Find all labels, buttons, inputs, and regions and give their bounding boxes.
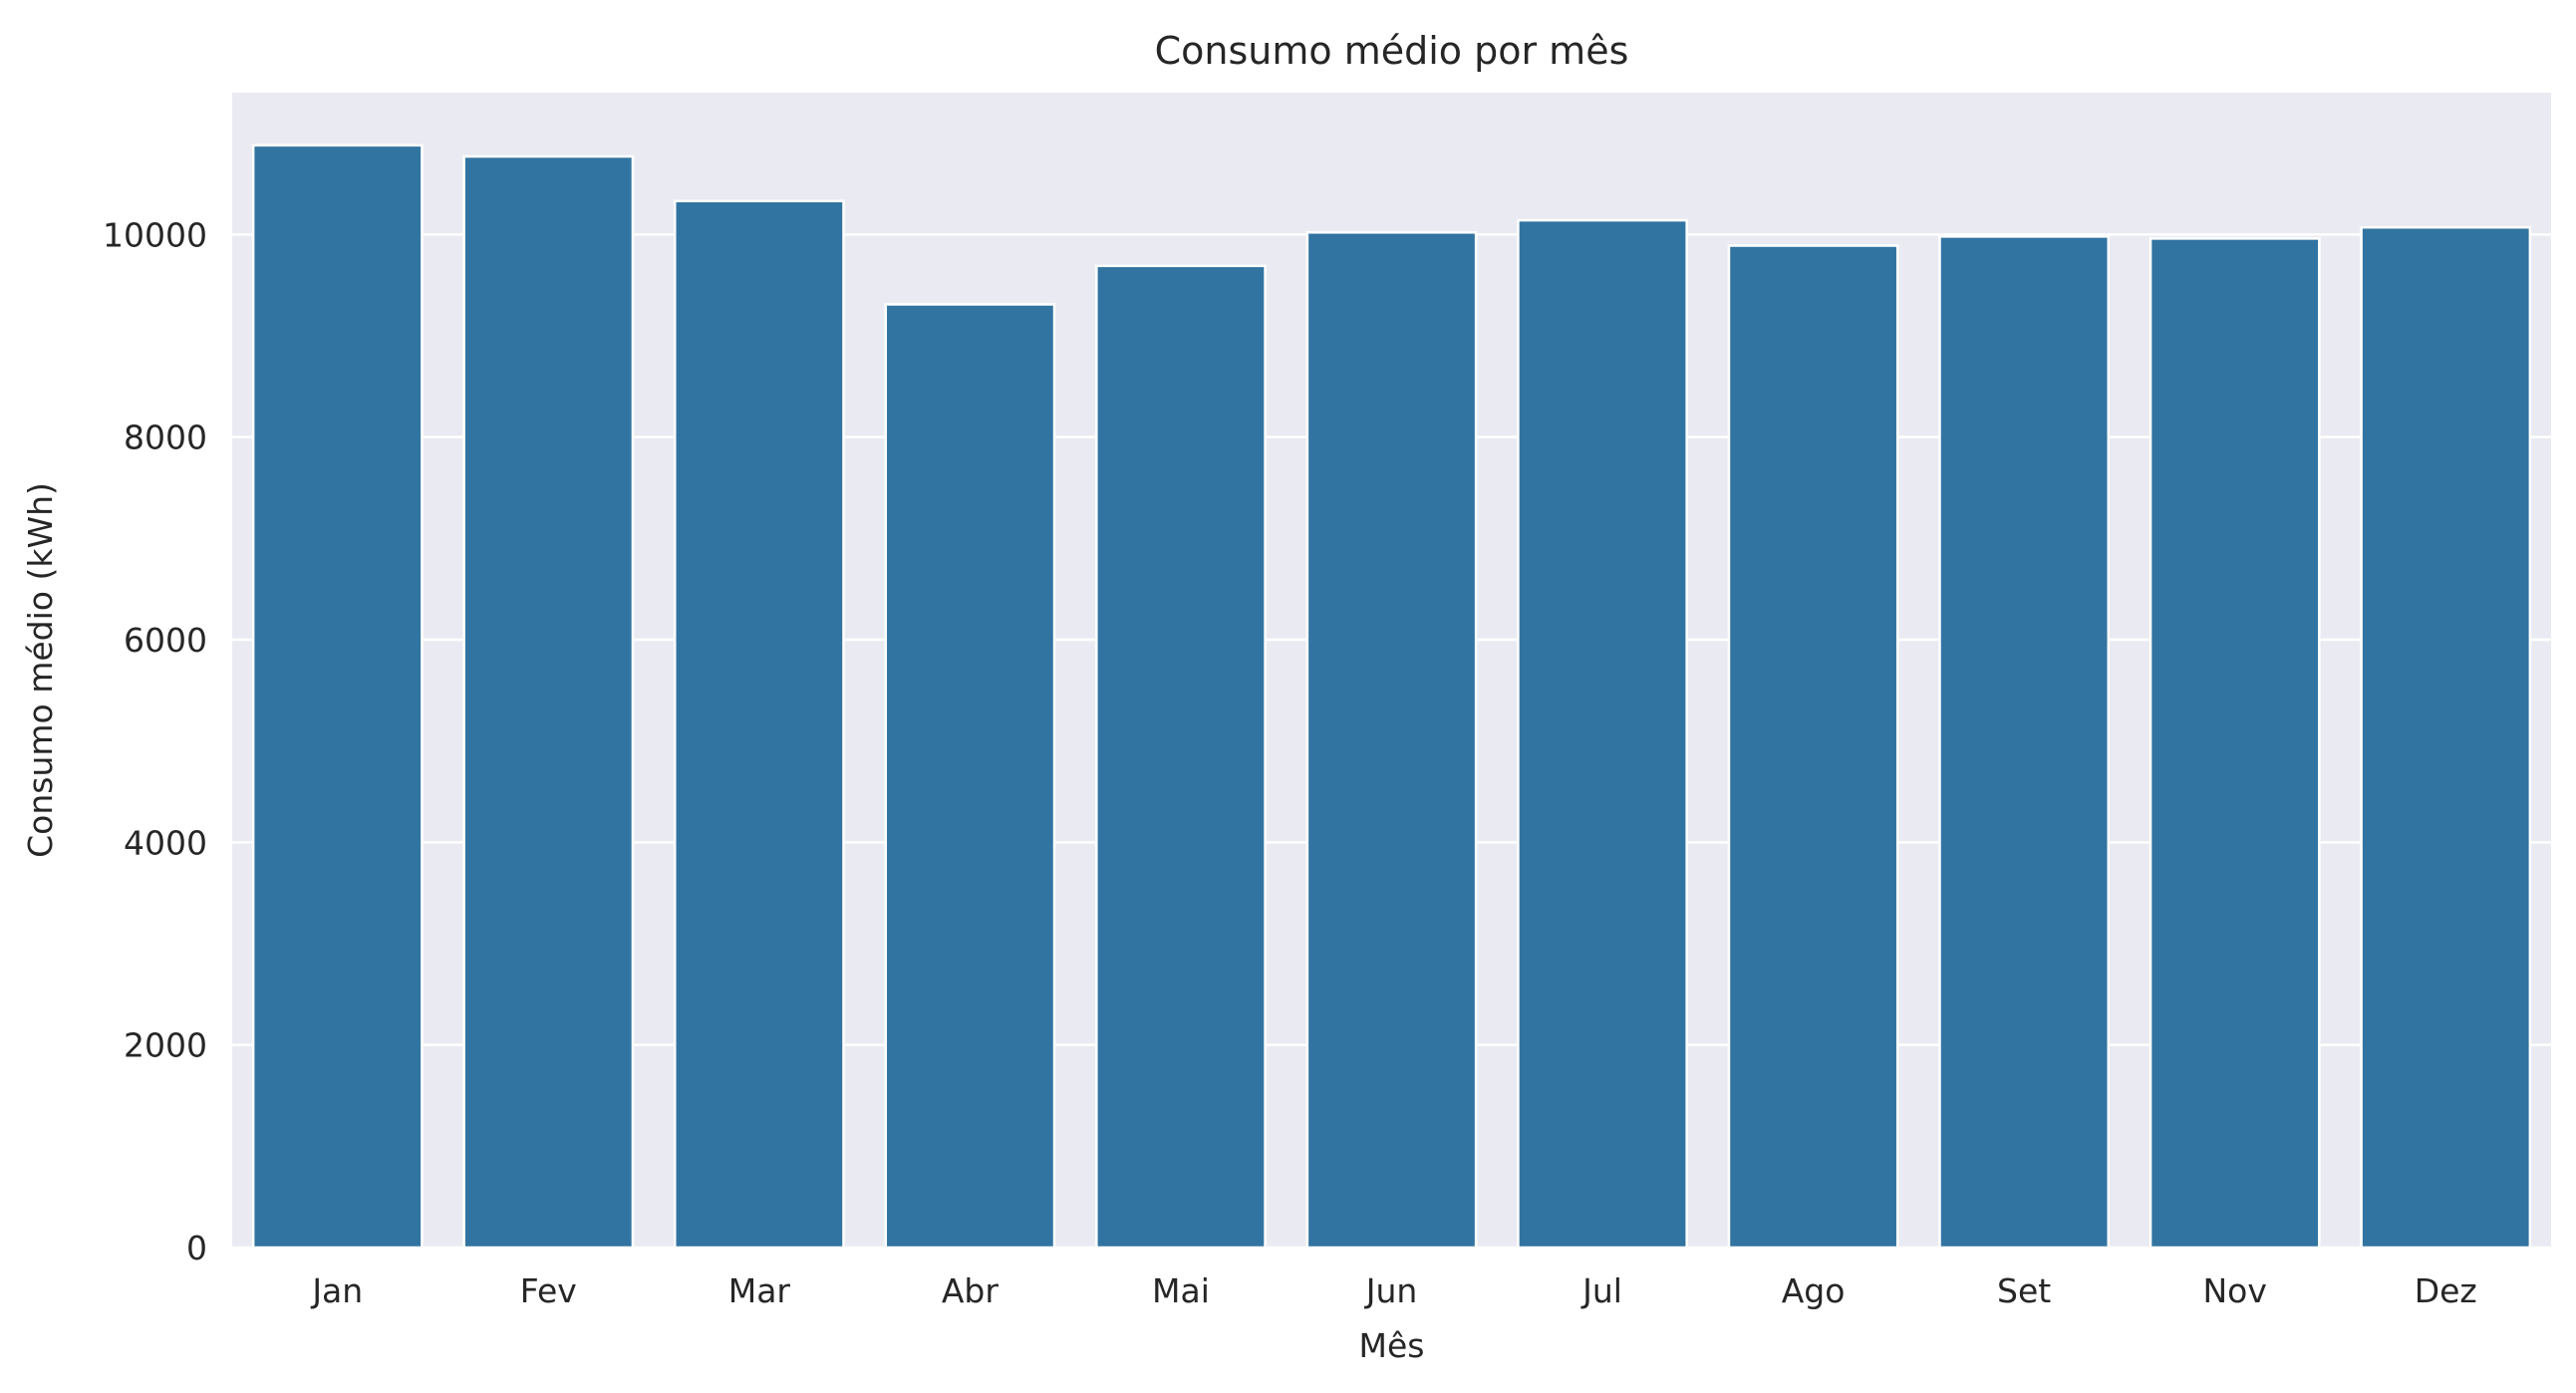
chart-title: Consumo médio por mês — [1155, 29, 1629, 73]
y-tick-label: 2000 — [124, 1026, 207, 1065]
x-tick-label: Ago — [1782, 1271, 1846, 1310]
bar-abr — [884, 303, 1056, 1250]
y-tick-label: 4000 — [124, 823, 207, 862]
x-tick-label: Jun — [1364, 1271, 1418, 1310]
bar-ago — [1727, 244, 1899, 1250]
x-tick-label: Abr — [942, 1271, 1000, 1310]
bar-mai — [1095, 264, 1267, 1250]
x-axis-label: Mês — [1359, 1326, 1425, 1365]
x-tick-label: Fev — [520, 1271, 577, 1310]
x-tick-label: Mai — [1152, 1271, 1210, 1310]
bar-fev — [462, 154, 635, 1250]
bar-mar — [673, 199, 845, 1250]
x-tick-label: Set — [1997, 1271, 2051, 1310]
x-tick-label: Mar — [728, 1271, 791, 1310]
x-tick-label: Nov — [2202, 1271, 2266, 1310]
x-tick-label: Jul — [1580, 1271, 1622, 1310]
y-tick-label: 8000 — [124, 418, 207, 457]
bar-jan — [251, 143, 424, 1250]
y-axis-label: Consumo médio (kWh) — [21, 482, 60, 858]
bar-set — [1938, 235, 2111, 1250]
bar-jun — [1305, 231, 1478, 1250]
y-tick-label: 6000 — [124, 621, 207, 660]
y-axis-ticks: 0 2000 4000 6000 8000 10000 — [103, 215, 207, 1267]
x-tick-label: Jan — [310, 1271, 363, 1310]
x-axis-ticks: Jan Fev Mar Abr Mai Jun Jul Ago Set Nov Dez — [310, 1271, 2476, 1310]
bar-dez — [2360, 225, 2532, 1250]
y-tick-label: 0 — [186, 1229, 207, 1267]
bar-nov — [2148, 237, 2321, 1250]
bar-jul — [1517, 218, 1688, 1250]
bars — [251, 143, 2532, 1250]
y-tick-label: 10000 — [103, 215, 207, 254]
x-tick-label: Dez — [2415, 1271, 2477, 1310]
